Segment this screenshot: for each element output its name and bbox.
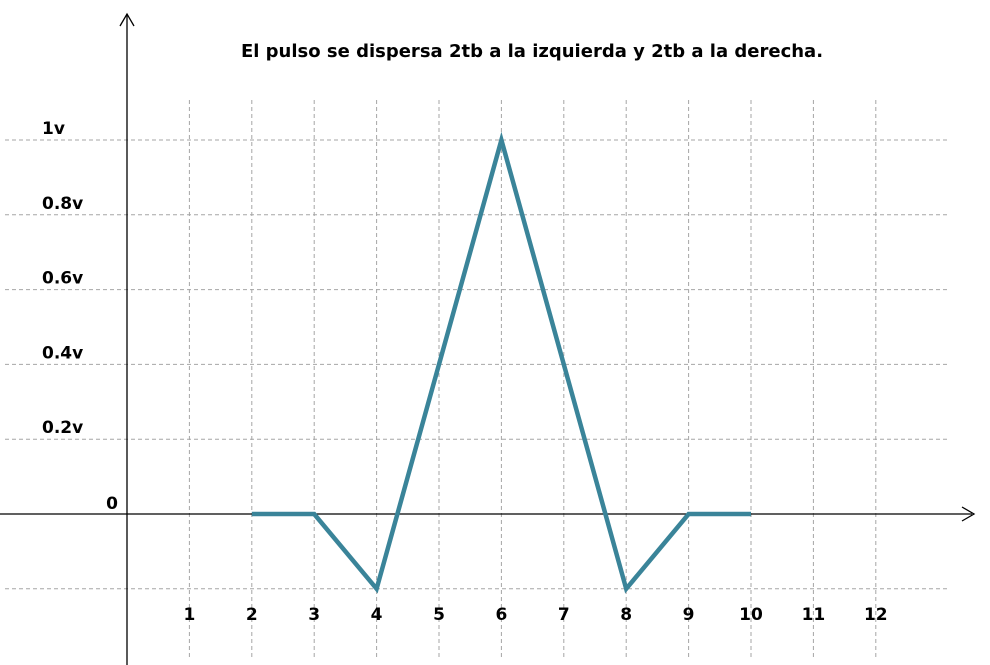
x-tick-label: 1 xyxy=(183,605,195,625)
x-tick-label: 7 xyxy=(558,605,570,625)
y-tick-label: 0.2v xyxy=(42,418,83,438)
x-tick-label: 4 xyxy=(371,605,383,625)
x-tick-label: 10 xyxy=(739,605,763,625)
y-tick-label: 0 xyxy=(106,494,118,514)
x-tick-label: 5 xyxy=(433,605,445,625)
y-tick-label: 1v xyxy=(42,119,65,139)
chart-title: El pulso se dispersa 2tb a la izquierda … xyxy=(241,41,823,62)
x-tick-label: 3 xyxy=(308,605,320,625)
x-tick-label: 11 xyxy=(802,605,826,625)
x-tick-label: 8 xyxy=(620,605,632,625)
y-tick-label: 0.8v xyxy=(42,194,83,214)
series-layer xyxy=(251,131,751,594)
x-tick-label: 9 xyxy=(683,605,695,625)
y-tick-label: 0.4v xyxy=(42,343,83,363)
pulse-line xyxy=(251,131,751,594)
axes xyxy=(0,12,976,665)
x-tick-label: 2 xyxy=(246,605,258,625)
grid xyxy=(5,100,950,660)
x-axis-arrow xyxy=(961,506,976,522)
x-tick-label: 6 xyxy=(495,605,507,625)
y-axis-arrow xyxy=(119,12,135,27)
x-tick-label: 12 xyxy=(864,605,888,625)
y-tick-label: 0.6v xyxy=(42,269,83,289)
